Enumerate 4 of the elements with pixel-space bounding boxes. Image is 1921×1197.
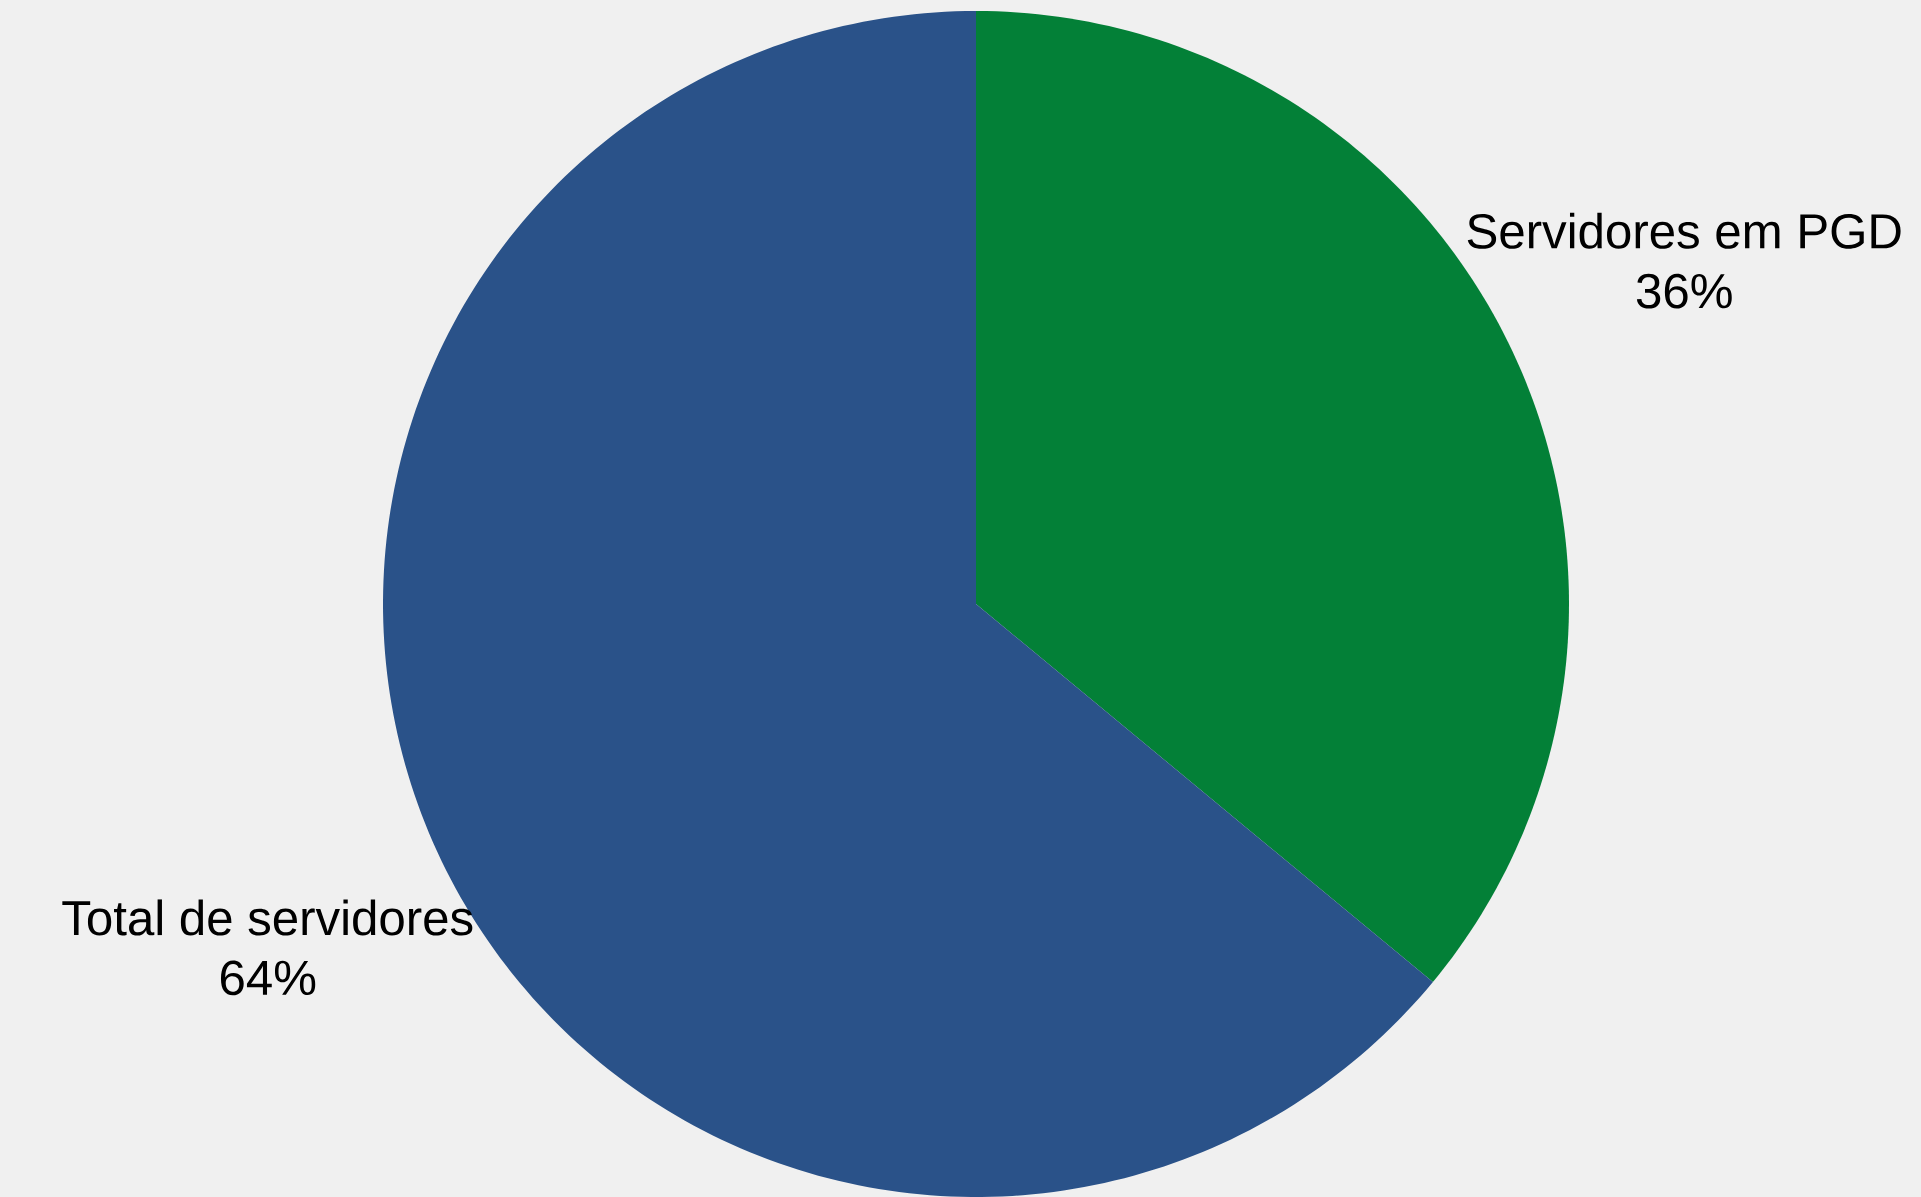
data-label: 64% bbox=[220, 960, 316, 996]
slice-label: Total de servidores bbox=[62, 899, 473, 936]
data-label: 36% bbox=[1636, 273, 1732, 309]
slice-label: Servidores em PGD bbox=[1467, 212, 1901, 249]
